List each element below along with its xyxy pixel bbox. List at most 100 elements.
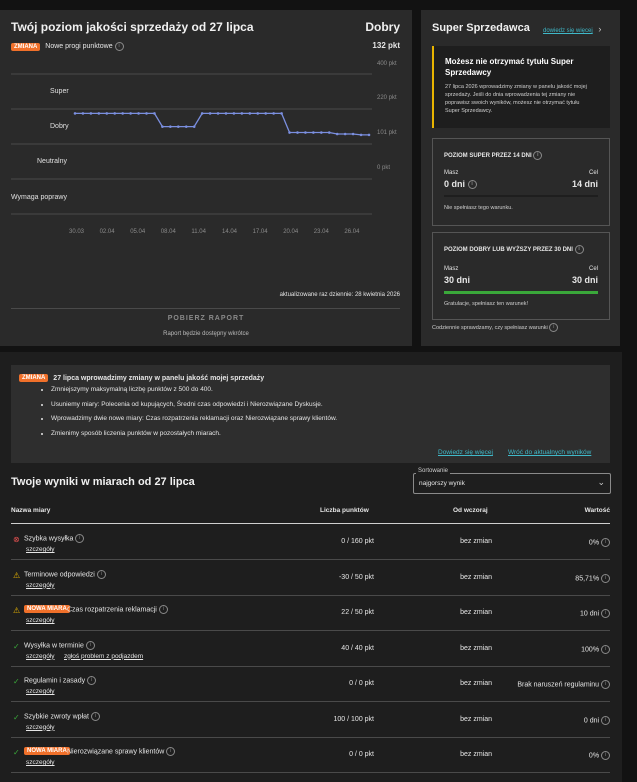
- info-icon[interactable]: i: [601, 644, 610, 654]
- data-point: [320, 131, 323, 134]
- measure-value: 0% i: [589, 538, 610, 547]
- details-link[interactable]: szczegóły: [26, 617, 55, 624]
- new-thresholds-row[interactable]: ZMIANA Nowe progi punktowe i: [11, 42, 124, 51]
- warning-icon: ⚠: [13, 606, 21, 615]
- data-point: [359, 133, 363, 137]
- points-value: 0 / 160 pkt: [341, 538, 374, 545]
- data-point: [208, 112, 212, 115]
- info-icon[interactable]: i: [166, 747, 176, 756]
- info-icon[interactable]: i: [90, 711, 100, 721]
- details-link[interactable]: szczegóły: [26, 546, 55, 553]
- data-point: [176, 125, 180, 128]
- data-point: [288, 131, 291, 134]
- x-tick: 30.03: [69, 229, 85, 235]
- info-icon[interactable]: i: [601, 573, 610, 583]
- measure-value: 85,71% i: [575, 573, 610, 583]
- download-note: Raport będzie dostępny wkrótce: [163, 331, 249, 337]
- daily-check-note: Codziennie sprawdzamy, czy spełniasz war…: [432, 323, 559, 332]
- measure-name: Wysyłka w terminie i: [24, 640, 95, 650]
- x-tick: 02.04: [99, 229, 115, 235]
- col-name: Nazwa miary: [11, 507, 51, 514]
- info-icon[interactable]: i: [467, 180, 477, 190]
- goal-value: 14 dni: [571, 179, 598, 189]
- x-tick: 23.04: [313, 229, 329, 235]
- table-row: ✓ Szybkie zwroty wpłat i szczegóły 100 / 10…: [11, 702, 610, 738]
- data-point: [129, 112, 132, 115]
- results-panel: ZMIANA 27 lipca wprowadzimy zmiany w pan…: [0, 352, 622, 782]
- details-link[interactable]: szczegóły: [26, 581, 55, 589]
- col-value: Wartość: [584, 507, 610, 514]
- details-link[interactable]: szczegóły: [26, 688, 55, 695]
- details-link[interactable]: szczegóły: [26, 759, 55, 766]
- details-link[interactable]: szczegóły: [26, 723, 55, 731]
- warning-title: Możesz nie otrzymać tytułu Super Sprzeda…: [445, 57, 574, 77]
- change-value: bez zmian: [460, 538, 492, 545]
- report-problem-link[interactable]: zgłoś problem z podjazdem: [64, 652, 144, 660]
- info-icon[interactable]: i: [87, 676, 97, 685]
- right-label-400: 400 pkt: [377, 61, 397, 67]
- y-label-good: Dobry: [50, 123, 69, 130]
- info-icon[interactable]: i: [549, 323, 559, 332]
- info-icon[interactable]: i: [601, 715, 610, 725]
- quality-points: 132 pkt: [372, 41, 400, 50]
- check-icon: ✓: [13, 677, 20, 686]
- data-point: [264, 112, 268, 115]
- measure-name: Nierozwiązane sprawy klientów i: [67, 747, 176, 756]
- col-points: Liczba punktów: [320, 507, 369, 514]
- x-tick: 08.04: [160, 229, 176, 235]
- info-icon[interactable]: i: [601, 751, 610, 760]
- card-title-label: POZIOM DOBRY LUB WYŻSZY PRZEZ 30 DNI: [444, 247, 573, 254]
- warning-box: Możesz nie otrzymać tytułu Super Sprzeda…: [432, 46, 610, 128]
- info-icon[interactable]: i: [158, 605, 168, 614]
- info-icon[interactable]: i: [75, 534, 85, 543]
- change-badge: ZMIANA: [11, 42, 41, 51]
- data-point: [240, 112, 244, 115]
- measure-value: 100% i: [581, 644, 610, 654]
- download-report-button[interactable]: POBIERZ RAPORT: [167, 315, 245, 322]
- change-badge: ZMIANA: [19, 374, 49, 382]
- points-value: 0 / 0 pkt: [349, 680, 374, 687]
- measure-name: Szybkie zwroty wpłat i: [24, 711, 100, 721]
- learn-more-link[interactable]: dowiedz się więcej ›: [543, 24, 601, 34]
- data-point: [184, 125, 188, 128]
- measure-value-label: 85,71%: [575, 574, 600, 582]
- data-point: [256, 112, 260, 115]
- sort-select[interactable]: najgorszy wynik ⌄: [413, 473, 611, 494]
- data-point: [343, 132, 347, 136]
- table-row: ⊗ Szybka wysyłka i szczegóły 0 / 160 pkt bez…: [11, 524, 610, 560]
- measure-value-label: 100%: [581, 645, 600, 653]
- table-row: ⚠ Terminowe odpowiedzi i szczegóły -30 / 50…: [11, 560, 610, 596]
- list-item: Zmniejszymy maksymalną liczbę punktów z …: [51, 383, 337, 398]
- back-to-current-link[interactable]: Wróć do aktualnych wyników: [508, 449, 592, 456]
- details-link[interactable]: szczegóły: [26, 652, 55, 660]
- have-value: 30 dni: [444, 275, 471, 285]
- quality-panel: Twój poziom jakości sprzedaży od 27 lipc…: [0, 10, 412, 346]
- quality-level: Dobry: [365, 20, 400, 34]
- info-icon[interactable]: i: [574, 245, 584, 254]
- measure-value-label: 0 dni: [583, 716, 600, 724]
- info-icon[interactable]: i: [114, 42, 124, 51]
- info-icon[interactable]: i: [601, 609, 610, 618]
- learn-more-label[interactable]: dowiedz się więcej: [543, 28, 593, 34]
- info-icon[interactable]: i: [601, 538, 610, 547]
- data-point: [312, 131, 315, 134]
- notice-title: 27 lipca wprowadzimy zmiany w panelu jak…: [53, 374, 265, 382]
- change-value: bez zmian: [460, 751, 492, 758]
- x-tick: 05.04: [130, 229, 146, 235]
- measure-name-label: Regulamin i zasady: [24, 677, 86, 685]
- data-point: [200, 112, 204, 115]
- info-icon[interactable]: i: [96, 569, 106, 579]
- data-point: [248, 112, 252, 115]
- table-row: ✓ Wysyłka w terminie i szczegóły zgłoś prob…: [11, 631, 610, 667]
- info-icon[interactable]: i: [533, 151, 543, 160]
- change-value: bez zmian: [460, 680, 492, 687]
- learn-more-link[interactable]: Dowiedz się więcej: [438, 449, 493, 456]
- card-title: POZIOM SUPER PRZEZ 14 DNI i: [444, 151, 543, 160]
- chevron-right-icon[interactable]: ›: [598, 24, 602, 34]
- x-tick: 26.04: [344, 229, 360, 235]
- goal-label: Cel: [588, 170, 598, 176]
- change-value: bez zmian: [460, 715, 492, 723]
- info-icon[interactable]: i: [601, 680, 610, 689]
- data-point: [192, 125, 196, 128]
- info-icon[interactable]: i: [85, 640, 95, 650]
